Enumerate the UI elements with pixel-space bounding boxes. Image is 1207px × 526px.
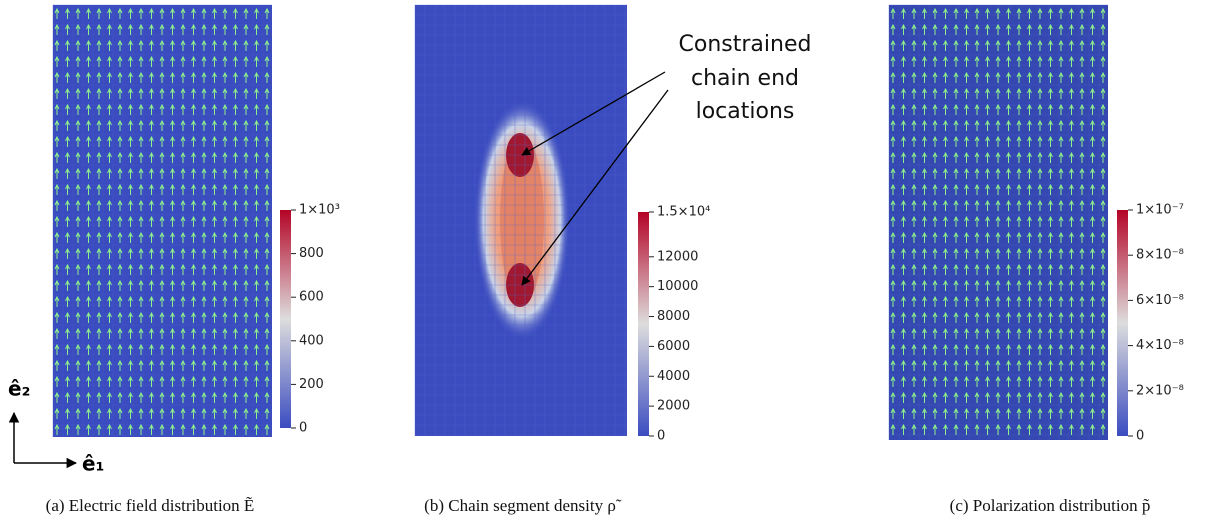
colorbar-tick-label: 8000 bbox=[657, 309, 690, 324]
caption: (b) Chain segment density ρ̃ bbox=[424, 496, 622, 515]
colorbar-tick-label: 0 bbox=[657, 429, 665, 444]
annotation: locations bbox=[696, 99, 795, 124]
colorbar-tick-label: 0 bbox=[1136, 429, 1144, 444]
colorbar-tick-label: 1×10³ bbox=[299, 203, 340, 218]
colorbar-tick-label: 8×10⁻⁸ bbox=[1136, 248, 1184, 263]
colorbar-tick-label: 1×10⁻⁷ bbox=[1136, 203, 1184, 218]
pointer-arrow bbox=[521, 71, 666, 156]
axis-label: ê₂ bbox=[8, 377, 30, 401]
arrow-glyphs bbox=[54, 7, 270, 435]
colorbar-tick-label: 6×10⁻⁸ bbox=[1136, 293, 1184, 308]
caption: (a) Electric field distribution Ẽ bbox=[46, 496, 255, 515]
colorbar bbox=[638, 212, 649, 436]
colorbar-tick-label: 4×10⁻⁸ bbox=[1136, 338, 1184, 353]
axis-label: ê₁ bbox=[82, 452, 104, 476]
colorbar-tick-label: 600 bbox=[299, 290, 324, 305]
colorbar bbox=[280, 210, 291, 428]
colorbar-tick-label: 1.5×10⁴ bbox=[657, 205, 710, 220]
colorbar-tick-label: 400 bbox=[299, 333, 324, 348]
caption: (c) Polarization distribution p̃ bbox=[950, 496, 1151, 515]
density-core bbox=[500, 135, 544, 305]
field-arrows bbox=[54, 7, 1106, 435]
colorbar-tick-label: 200 bbox=[299, 377, 324, 392]
colorbar-tick-label: 0 bbox=[299, 421, 307, 436]
pointer-arrow bbox=[521, 89, 669, 286]
colorbar-tick-label: 2×10⁻⁸ bbox=[1136, 383, 1184, 398]
colorbar-tick-label: 4000 bbox=[657, 369, 690, 384]
annotation: chain end bbox=[691, 66, 799, 91]
colorbar bbox=[1117, 210, 1128, 436]
colorbar-tick-label: 2000 bbox=[657, 399, 690, 414]
colorbar-tick-label: 10000 bbox=[657, 279, 698, 294]
colorbars: 1×10³80060040020001.5×10⁴120001000080006… bbox=[280, 203, 1184, 444]
arrow-glyphs bbox=[890, 7, 1106, 435]
colorbar-tick-label: 12000 bbox=[657, 249, 698, 264]
colorbar-tick-label: 6000 bbox=[657, 339, 690, 354]
annotation: Constrained bbox=[679, 32, 812, 57]
colorbar-tick-label: 800 bbox=[299, 246, 324, 261]
mesh-lines bbox=[414, 4, 627, 436]
